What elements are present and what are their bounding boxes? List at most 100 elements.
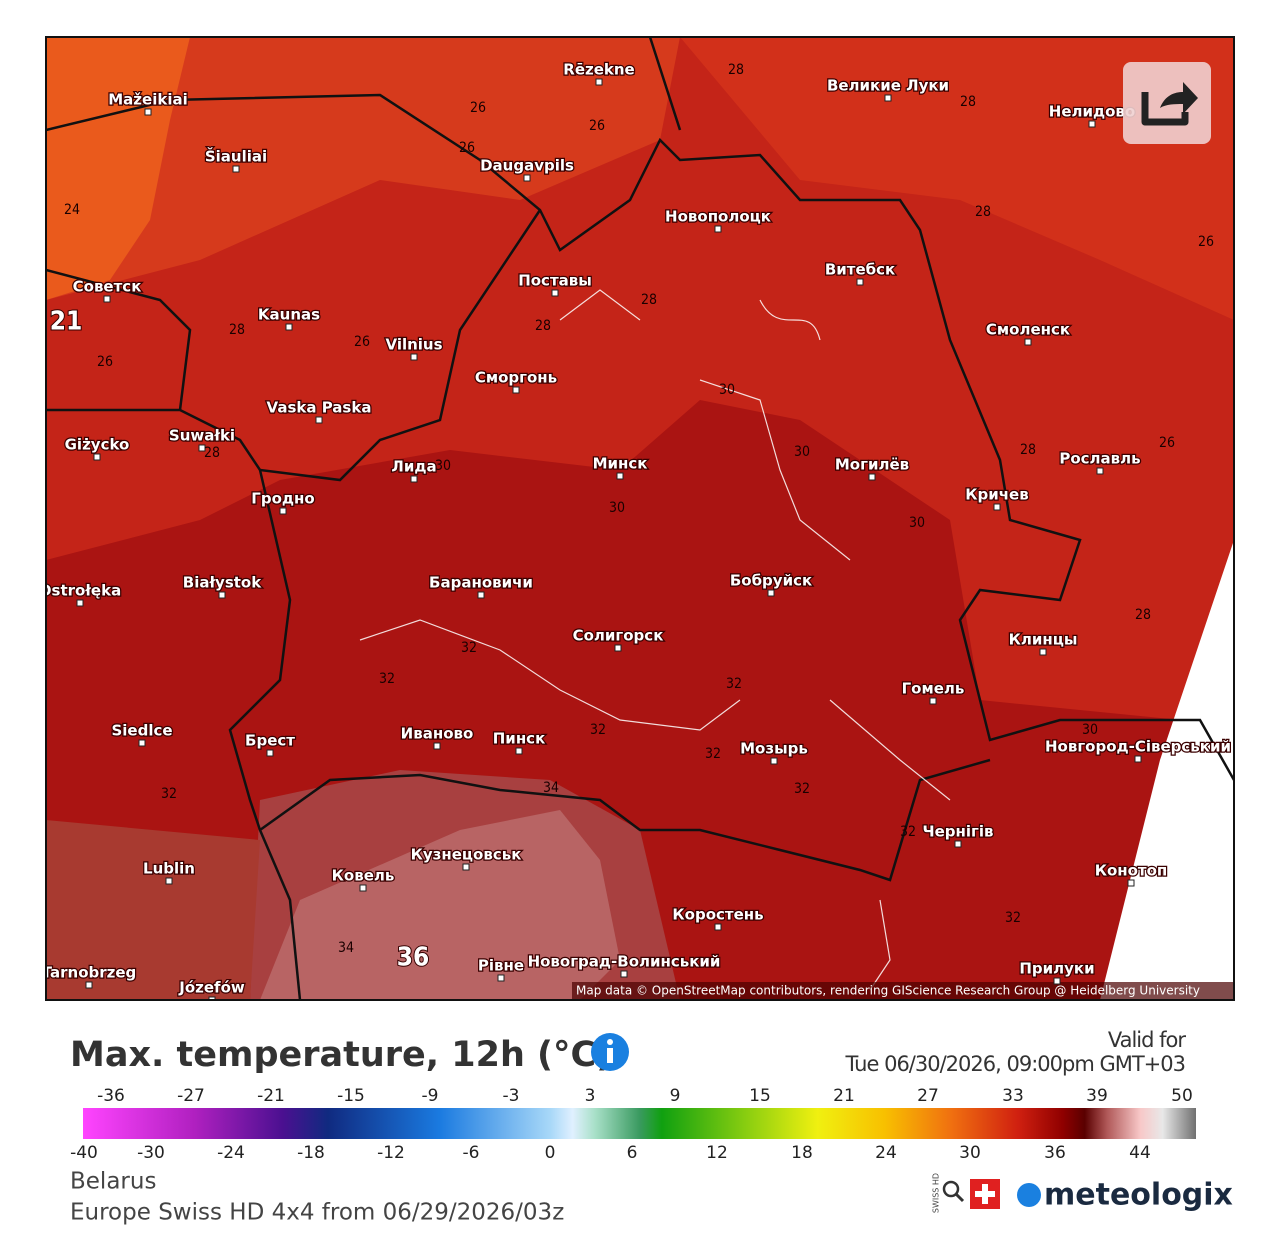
city-label: Kaunas	[258, 306, 320, 324]
city-marker	[856, 278, 864, 286]
city-marker	[993, 503, 1001, 511]
valid-label: Valid for	[1108, 1028, 1187, 1052]
city-label: Lublin	[143, 860, 195, 878]
map: Map data © OpenStreetMap contributors, r…	[46, 37, 1234, 1000]
color-bar-tick-top: -3	[503, 1086, 520, 1106]
city-label: Новополоцк	[665, 208, 771, 226]
color-bar-tick-top: 3	[585, 1086, 596, 1106]
contour-label: 28	[229, 322, 245, 338]
contour-label: 36	[397, 943, 430, 973]
city-label: Рівне	[478, 957, 524, 975]
contour-label: 32	[705, 746, 721, 762]
city-marker	[616, 472, 624, 480]
color-bar-tick-top: 21	[833, 1086, 855, 1106]
contour-label: 30	[794, 444, 810, 460]
legend-title: Max. temperature, 12h (°C)	[70, 1035, 612, 1075]
city-marker	[359, 884, 367, 892]
contour-label: 32	[726, 676, 742, 692]
contour-label: 28	[960, 94, 976, 110]
city-marker	[595, 78, 603, 86]
city-marker	[868, 473, 876, 481]
contour-label: 30	[435, 458, 451, 474]
city-label: Ковель	[332, 867, 395, 885]
city-marker	[315, 416, 323, 424]
city-label: Иваново	[401, 725, 474, 743]
city-label: Кричев	[965, 486, 1028, 504]
city-marker	[462, 863, 470, 871]
city-marker	[266, 749, 274, 757]
contour-label: 32	[794, 781, 810, 797]
city-marker	[477, 591, 485, 599]
share-button[interactable]	[1123, 62, 1211, 144]
city-marker	[285, 323, 293, 331]
city-label: Новоград-Волинський	[528, 953, 721, 971]
color-bar-tick-bottom: 36	[1044, 1143, 1066, 1163]
city-label: Могилёв	[835, 456, 909, 474]
contour-label: 26	[1198, 234, 1214, 250]
city-label: Прилуки	[1019, 960, 1094, 978]
city-marker	[218, 591, 226, 599]
city-label: Пинск	[493, 730, 546, 748]
color-bar-tick-top: 33	[1002, 1086, 1024, 1106]
city-label: Vilnius	[385, 336, 442, 354]
color-bar-tick-bottom: 18	[791, 1143, 813, 1163]
color-bar-tick-bottom: -12	[377, 1143, 405, 1163]
city-marker	[1039, 648, 1047, 656]
color-bar-tick-bottom: 30	[959, 1143, 981, 1163]
swiss-logo	[942, 1179, 1041, 1209]
contour-label: 21	[50, 307, 83, 337]
color-bar-tick-top: -9	[422, 1086, 439, 1106]
city-label: Поставы	[518, 272, 592, 290]
city-label: Гомель	[902, 680, 965, 698]
city-marker	[1127, 879, 1135, 887]
city-marker	[1134, 755, 1142, 763]
color-bar-tick-top: 27	[917, 1086, 939, 1106]
city-label: Mažeikiai	[108, 91, 187, 109]
color-bar-tick-bottom: 24	[875, 1143, 897, 1163]
color-bar-tick-top: 50	[1171, 1086, 1193, 1106]
city-label: Брест	[245, 732, 295, 750]
city-marker	[1088, 120, 1096, 128]
info-button[interactable]	[591, 1033, 629, 1071]
color-bar	[83, 1108, 1196, 1139]
city-marker	[884, 94, 892, 102]
contour-label: 28	[975, 204, 991, 220]
city-marker	[767, 589, 775, 597]
contour-label: 32	[900, 824, 916, 840]
city-marker	[515, 747, 523, 755]
contour-label: 32	[590, 722, 606, 738]
color-bar-tick-top: 39	[1086, 1086, 1108, 1106]
city-marker	[93, 453, 101, 461]
city-marker	[714, 225, 722, 233]
city-label: Чернігів	[922, 823, 993, 841]
contour-label: 34	[338, 940, 354, 956]
city-label: Suwałki	[169, 427, 235, 445]
city-marker	[165, 877, 173, 885]
city-label: Daugavpils	[480, 157, 574, 175]
city-marker	[279, 507, 287, 515]
color-bar-tick-top: 9	[670, 1086, 681, 1106]
contour-label: 24	[64, 202, 80, 218]
attribution: Map data © OpenStreetMap contributors, r…	[576, 984, 1200, 998]
valid-time: Tue 06/30/2026, 09:00pm GMT+03	[845, 1052, 1185, 1076]
city-label: Лида	[391, 458, 436, 476]
brand: meteologix	[1044, 1178, 1233, 1213]
city-marker	[714, 923, 722, 931]
city-marker	[620, 970, 628, 978]
contour-label: 26	[97, 354, 113, 370]
city-marker	[614, 644, 622, 652]
city-label: Рославль	[1059, 450, 1140, 468]
city-label: Клинцы	[1009, 631, 1078, 649]
city-marker	[103, 295, 111, 303]
city-marker	[1096, 467, 1104, 475]
city-marker	[433, 742, 441, 750]
city-marker	[1053, 977, 1061, 985]
city-label: Сморгонь	[475, 369, 557, 387]
contour-label: 28	[728, 62, 744, 78]
city-label: Нелидово	[1049, 103, 1135, 121]
city-marker	[512, 386, 520, 394]
contour-label: 32	[161, 786, 177, 802]
color-bar-tick-bottom: 6	[627, 1143, 638, 1163]
city-label: Бобруйск	[730, 572, 812, 590]
color-bar-tick-top: -21	[257, 1086, 285, 1106]
